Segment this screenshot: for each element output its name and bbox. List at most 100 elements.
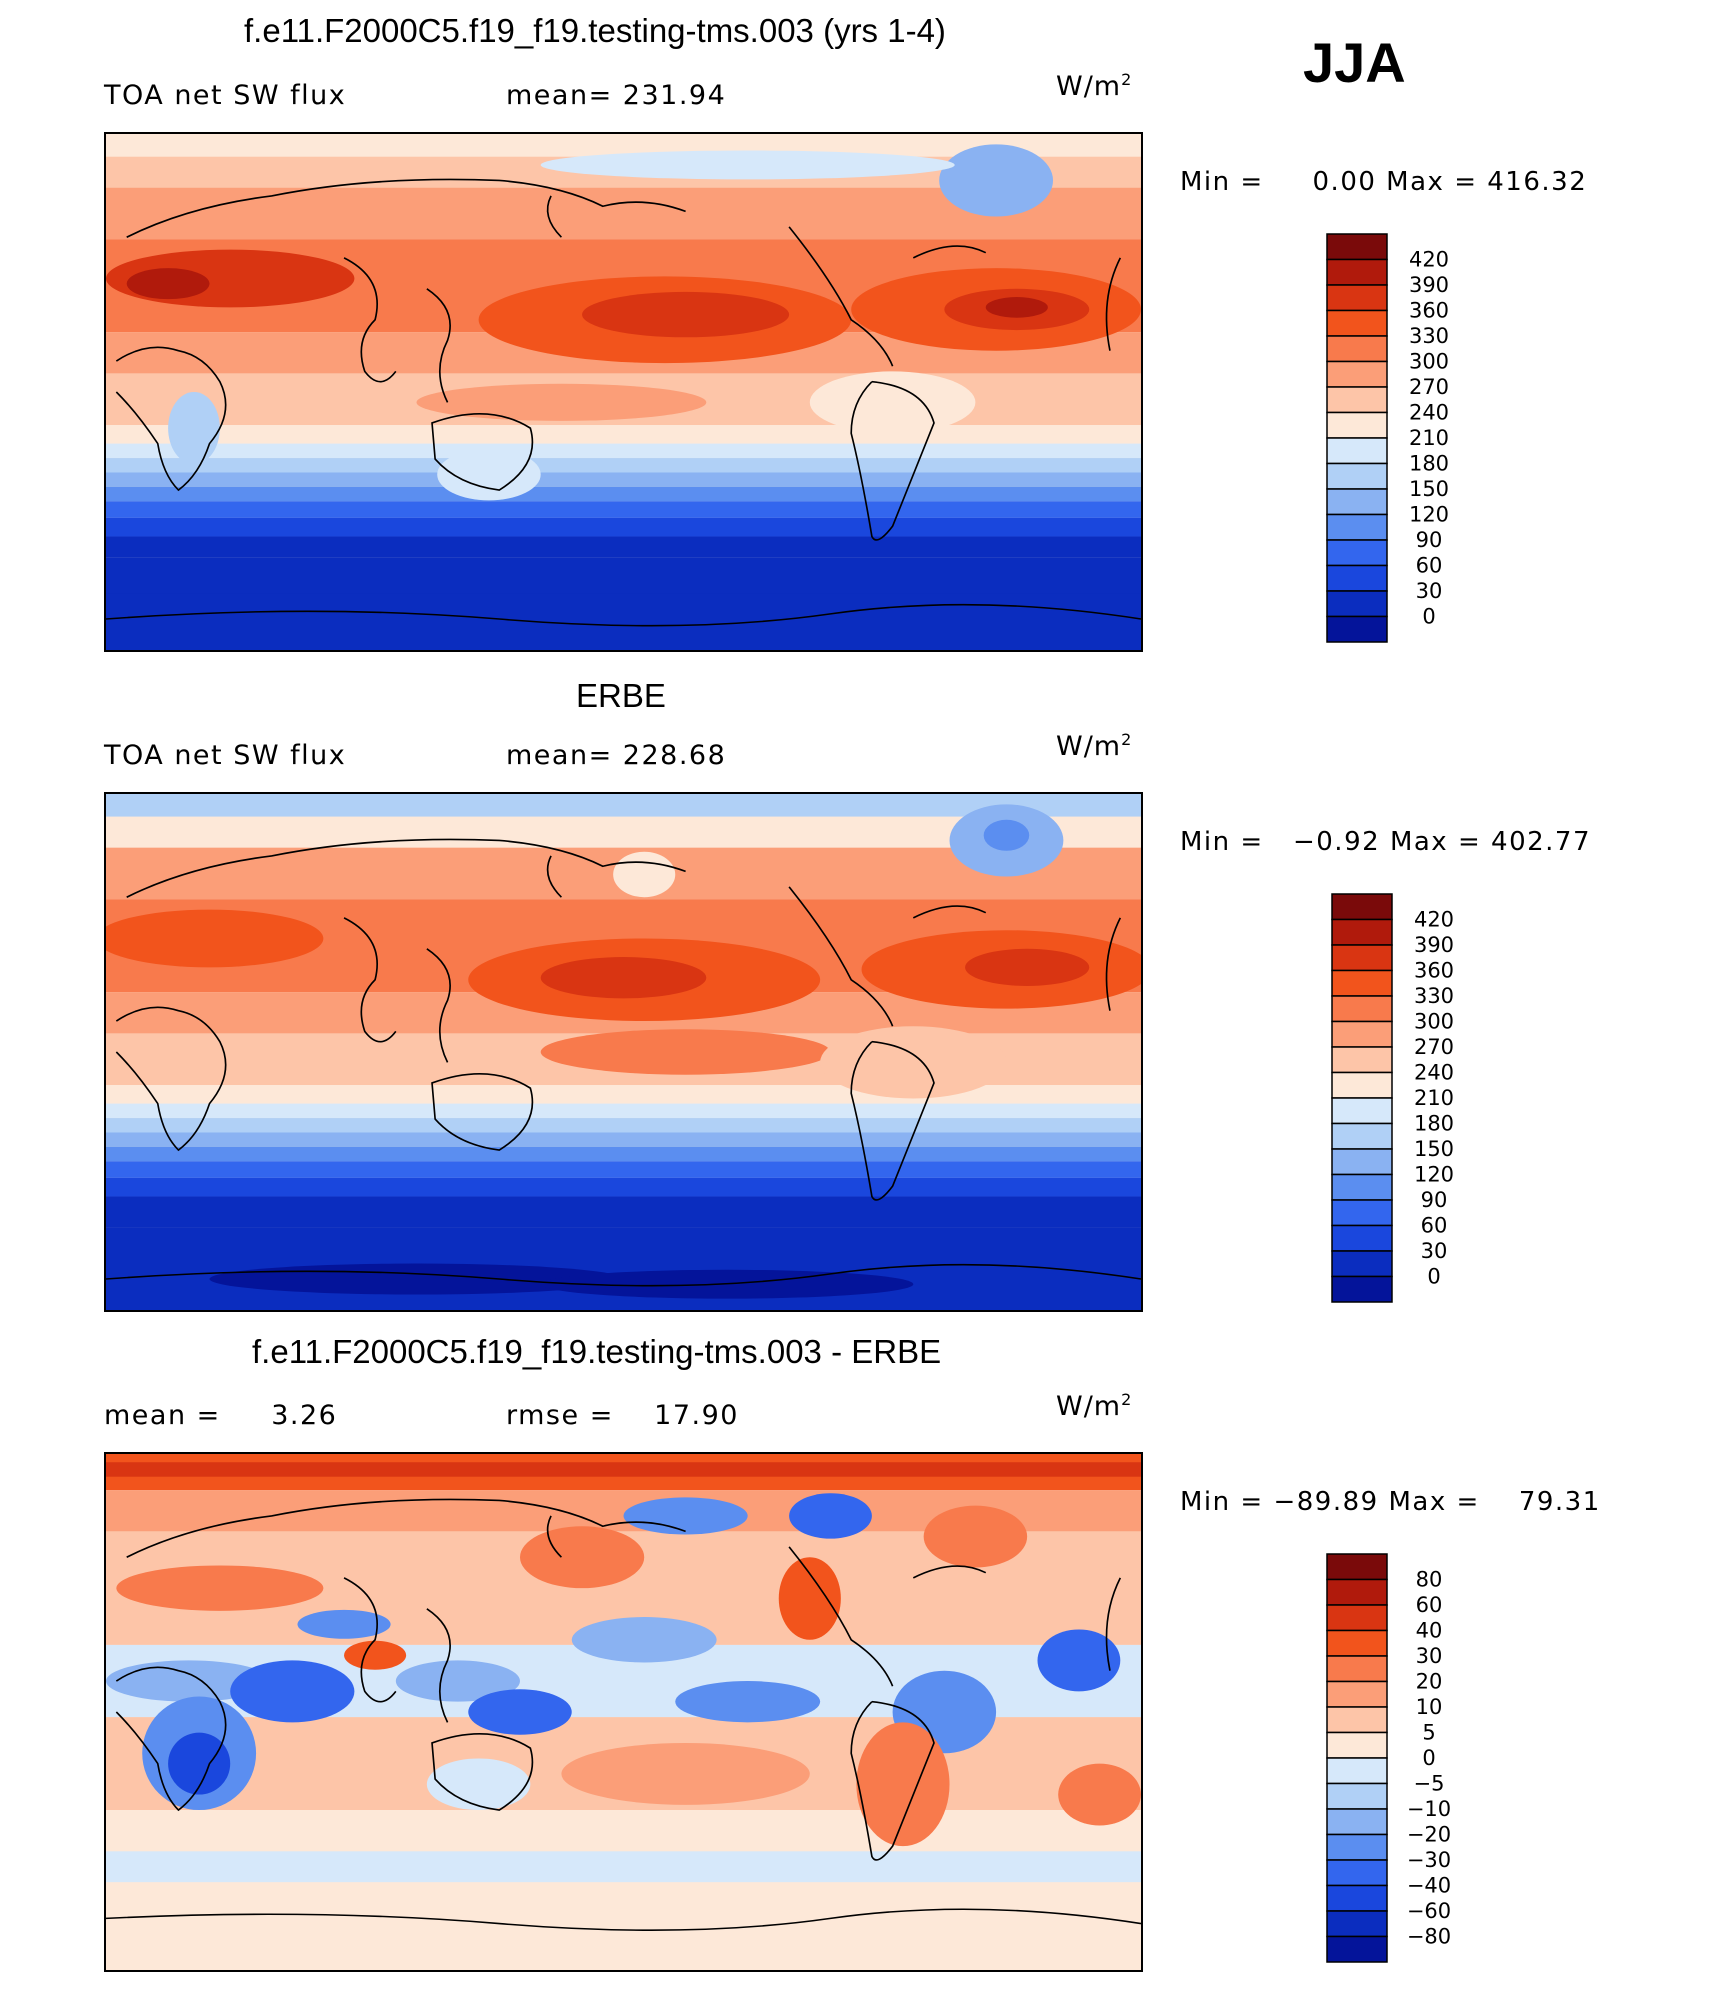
colorbar-swatch: [1326, 1884, 1388, 1912]
colorbar-tick-label: 180: [1409, 452, 1449, 476]
panel1-mean-label: mean=: [506, 80, 613, 111]
panel3-minmax: Min = −89.89 Max = 79.31: [1180, 1487, 1601, 1517]
colorbar-swatch: [1326, 1808, 1388, 1836]
colorbar-tick-label: 0: [1427, 1265, 1440, 1289]
colorbar-swatch: [1326, 590, 1388, 618]
colorbar-swatch: [1331, 1046, 1393, 1074]
colorbar-swatch: [1331, 969, 1393, 997]
panel3-rmse-value: 17.90: [654, 1400, 739, 1431]
panel2-colorbar: 420 390 360 330 300 270 240 210 180 150 120 90 60 30 0: [1330, 892, 1470, 1304]
colorbar-swatch: [1326, 564, 1388, 592]
colorbar-tick-label: −5: [1414, 1772, 1445, 1796]
panel2-min-label: Min: [1180, 827, 1231, 857]
colorbar-tick-label: 150: [1414, 1137, 1454, 1161]
panel2-map-field: [106, 794, 1141, 1310]
panel2-mean-label: mean=: [506, 740, 613, 771]
colorbar-swatch: [1326, 1706, 1388, 1734]
colorbar-tick-label: 180: [1414, 1112, 1454, 1136]
panel3-mean-value: 3.26: [271, 1400, 338, 1431]
colorbar-swatch: [1331, 1250, 1393, 1278]
panel3-rmse-stat: rmse = 17.90: [506, 1400, 739, 1431]
panel2-mean-value: 228.68: [622, 740, 727, 771]
colorbar-swatch: [1331, 1199, 1393, 1227]
colorbar-tick-label: 30: [1416, 1644, 1443, 1668]
colorbar-swatch: [1326, 411, 1388, 439]
colorbar-swatch: [1326, 233, 1388, 261]
panel2-units: W/m2: [1056, 730, 1133, 762]
colorbar-tick-label: 270: [1409, 375, 1449, 399]
colorbar-tick-label: −10: [1407, 1797, 1451, 1821]
colorbar-swatch: [1326, 539, 1388, 567]
colorbar-swatch: [1331, 995, 1393, 1023]
colorbar-swatch: [1331, 1122, 1393, 1150]
colorbar-swatch: [1326, 284, 1388, 312]
colorbar-swatch: [1331, 1071, 1393, 1099]
colorbar-swatch: [1326, 1578, 1388, 1606]
colorbar-tick-label: 330: [1409, 324, 1449, 348]
panel1-max-label: Max: [1386, 167, 1445, 197]
colorbar-tick-label: 5: [1422, 1721, 1435, 1745]
colorbar-tick-label: 0: [1422, 1746, 1435, 1770]
colorbar-swatch: [1326, 488, 1388, 516]
colorbar-swatch: [1326, 1910, 1388, 1938]
colorbar-swatch: [1331, 1148, 1393, 1176]
colorbar-tick-label: 90: [1421, 1188, 1448, 1212]
colorbar-tick-label: 0: [1422, 605, 1435, 629]
colorbar-swatch: [1326, 258, 1388, 286]
colorbar-swatch: [1326, 1604, 1388, 1632]
colorbar-tick-label: 300: [1409, 350, 1449, 374]
colorbar-tick-label: 30: [1416, 579, 1443, 603]
colorbar-swatch: [1331, 1020, 1393, 1048]
panel3-rmse-label: rmse: [506, 1400, 580, 1431]
panel3-mean-label: mean: [104, 1400, 187, 1431]
colorbar-swatch: [1331, 1173, 1393, 1201]
colorbar-swatch: [1331, 893, 1393, 921]
colorbar-swatch: [1326, 1757, 1388, 1785]
panel2-max-label: Max: [1389, 827, 1449, 857]
colorbar-swatch: [1326, 1553, 1388, 1581]
colorbar-swatch: [1331, 1224, 1393, 1252]
panel3-mean-stat: mean = 3.26: [104, 1400, 338, 1431]
panel3-map-field: [106, 1454, 1141, 1970]
colorbar-swatch: [1326, 309, 1388, 337]
panel2-variable-label: TOA net SW flux: [104, 740, 347, 771]
panel1-colorbar: 420 390 360 330 300 270 240 210 180 150 120 90 60 30 0: [1325, 232, 1465, 644]
colorbar-tick-label: 120: [1414, 1163, 1454, 1187]
colorbar-tick-label: 420: [1409, 248, 1449, 272]
colorbar-tick-label: 30: [1421, 1239, 1448, 1263]
panel1-map: [104, 132, 1143, 652]
colorbar-tick-label: 150: [1409, 477, 1449, 501]
colorbar-tick-label: 360: [1409, 299, 1449, 323]
colorbar-swatch: [1331, 944, 1393, 972]
colorbar-tick-label: 20: [1416, 1670, 1443, 1694]
colorbar-tick-label: 240: [1414, 1061, 1454, 1085]
colorbar-tick-label: 60: [1416, 1593, 1443, 1617]
panel2-min-value: −0.92: [1292, 827, 1381, 857]
colorbar-swatch: [1326, 462, 1388, 490]
colorbar-swatch: [1331, 1275, 1393, 1303]
colorbar-tick-label: 10: [1416, 1695, 1443, 1719]
panel3-map: [104, 1452, 1143, 1972]
colorbar-tick-label: 240: [1409, 401, 1449, 425]
colorbar-tick-label: 420: [1414, 908, 1454, 932]
colorbar-tick-label: 390: [1414, 933, 1454, 957]
panel2-map: [104, 792, 1143, 1312]
colorbar-tick-label: 40: [1416, 1619, 1443, 1643]
colorbar-swatch: [1326, 1629, 1388, 1657]
colorbar-swatch: [1326, 437, 1388, 465]
colorbar-tick-label: −40: [1407, 1874, 1451, 1898]
colorbar-tick-label: 120: [1409, 503, 1449, 527]
panel3-units: W/m2: [1056, 1390, 1133, 1422]
colorbar-tick-label: −20: [1407, 1823, 1451, 1847]
colorbar-swatch: [1331, 1097, 1393, 1125]
colorbar-tick-label: 210: [1414, 1086, 1454, 1110]
colorbar-swatch: [1326, 513, 1388, 541]
panel3-colorbar: 80 60 40 30 20 10 5 0 −5 −10 −20 −30 −40 −60 −80: [1325, 1552, 1465, 1964]
colorbar-tick-label: 360: [1414, 959, 1454, 983]
panel3-min-label: Min: [1180, 1487, 1231, 1517]
colorbar-tick-label: 330: [1414, 984, 1454, 1008]
panel1-title: f.e11.F2000C5.f19_f19.testing-tms.003 (y…: [244, 12, 946, 49]
panel1-map-field: [106, 134, 1141, 650]
